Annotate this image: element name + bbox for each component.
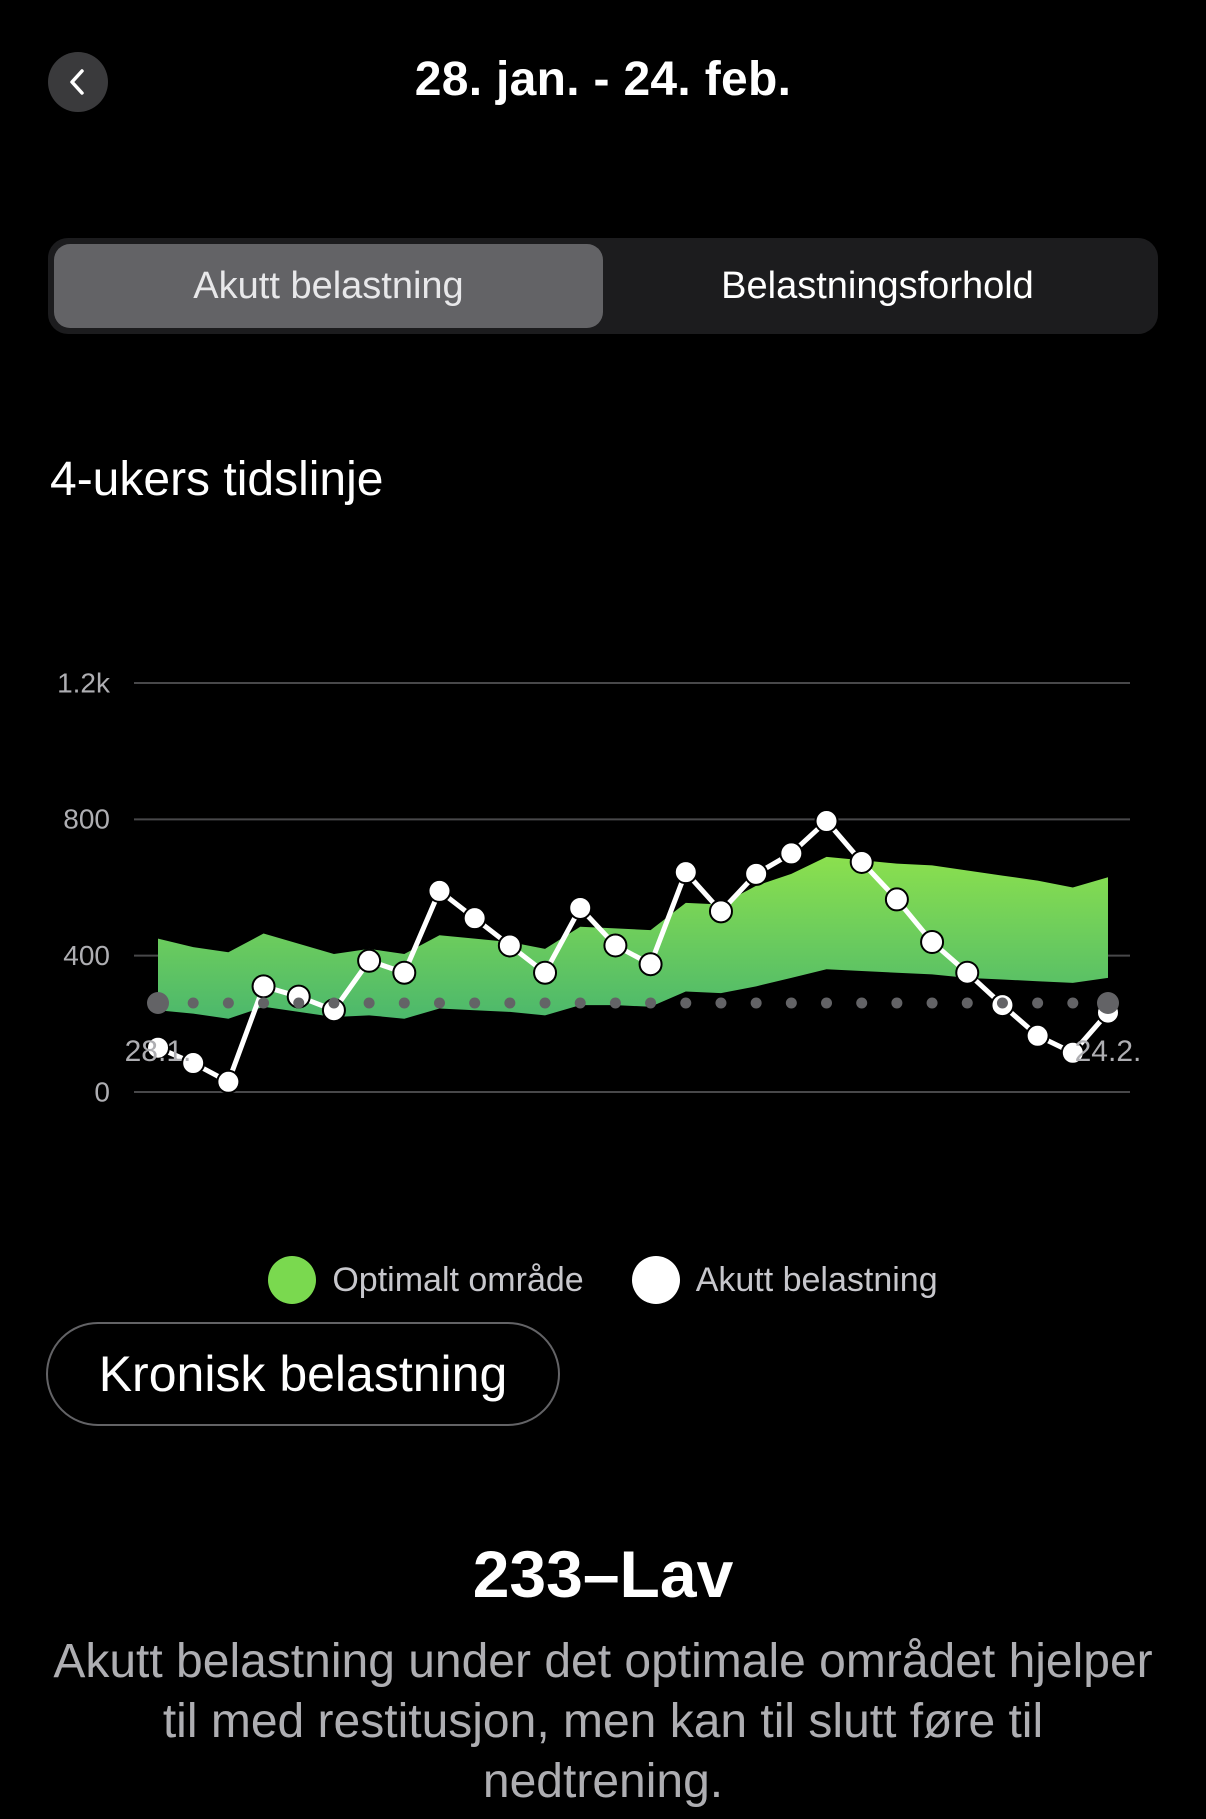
legend-label-optimal: Optimalt område: [332, 1260, 584, 1299]
timeline-day-dot: [222, 997, 234, 1009]
acute-load-point: [568, 895, 593, 920]
y-tick-label: 800: [63, 804, 110, 835]
timeline-day-dot: [504, 997, 516, 1009]
acute-load-point: [920, 930, 945, 955]
back-button[interactable]: [48, 52, 108, 112]
acute-load-line: [157, 818, 1110, 1085]
acute-load-point: [462, 906, 487, 931]
timeline-day-dot: [645, 997, 657, 1009]
legend-item-optimal: Optimalt område: [268, 1256, 584, 1304]
timeline-day-dot: [609, 997, 621, 1009]
acute-load-point: [533, 960, 558, 985]
tab-akutt-belastning[interactable]: Akutt belastning: [54, 244, 603, 328]
acute-load-chart: 1.2k 800 400 0 28.1. 24.2.: [57, 667, 1142, 1107]
segmented-control: Akutt belastning Belastningsforhold: [48, 238, 1158, 334]
timeline-day-dot: [856, 997, 868, 1009]
timeline-day-dot: [926, 997, 938, 1009]
y-tick-label: 1.2k: [57, 667, 111, 698]
timeline-day-dot: [891, 997, 903, 1009]
acute-load-point: [1025, 1023, 1050, 1048]
y-tick-label: 0: [94, 1076, 110, 1107]
acute-load-point: [884, 887, 909, 912]
acute-load-point: [603, 933, 628, 958]
legend-label-acute: Akutt belastning: [695, 1260, 938, 1299]
acute-load-point: [392, 960, 417, 985]
acute-load-point: [497, 933, 522, 958]
timeline-day-dot: [433, 997, 445, 1009]
chronic-load-button[interactable]: Kronisk belastning: [46, 1322, 560, 1426]
timeline-day-dot: [258, 997, 270, 1009]
timeline-day-dot: [398, 997, 410, 1009]
timeline-day-dot: [187, 997, 199, 1009]
legend-swatch-optimal: [268, 1256, 317, 1304]
acute-load-point: [427, 878, 452, 903]
timeline-day-dot: [996, 997, 1008, 1009]
chevron-left-icon: [70, 69, 84, 95]
acute-load-point: [744, 861, 769, 886]
timeline-day-dot: [293, 997, 305, 1009]
timeline-day-dot: [363, 997, 375, 1009]
timeline-day-dot: [680, 997, 692, 1009]
acute-load-point: [216, 1069, 241, 1094]
acute-load-point: [357, 948, 382, 973]
acute-load-point: [181, 1051, 206, 1076]
timeline-day-dot: [961, 997, 973, 1009]
timeline-day-dot: [1067, 997, 1079, 1009]
acute-load-point: [638, 952, 663, 977]
acute-load-point: [673, 860, 698, 885]
acute-load-point: [251, 974, 276, 999]
result-value: 233–Lav: [472, 1537, 734, 1611]
timeline-day-dot: [328, 997, 340, 1009]
timeline-day-dot: [1032, 997, 1044, 1009]
timeline-day-dot: [574, 997, 586, 1009]
page-title: 28. jan. - 24. feb.: [414, 53, 792, 106]
acute-load-point: [849, 849, 874, 874]
timeline-endpoint-dot: [147, 992, 169, 1014]
acute-load-point: [814, 809, 839, 834]
legend-item-acute: Akutt belastning: [631, 1256, 938, 1304]
x-end-label: 24.2.: [1075, 1035, 1142, 1068]
timeline-day-dot: [750, 997, 762, 1009]
timeline-day-dot: [715, 997, 727, 1009]
section-title: 4-ukers tidslinje: [50, 453, 384, 506]
x-start-label: 28.1.: [125, 1035, 192, 1068]
header: 28. jan. - 24. feb.: [0, 0, 1206, 170]
y-tick-label: 400: [63, 940, 110, 971]
legend-swatch-acute: [631, 1256, 680, 1304]
acute-load-point: [955, 960, 980, 985]
timeline-day-dot: [539, 997, 551, 1009]
tab-belastningsforhold[interactable]: Belastningsforhold: [721, 264, 1034, 307]
acute-load-point: [1060, 1040, 1085, 1065]
acute-load-point: [779, 841, 804, 866]
chart-legend: Optimalt område Akutt belastning: [0, 1256, 1206, 1304]
timeline-endpoint-dot: [1097, 992, 1119, 1014]
acute-load-point: [146, 1035, 170, 1060]
timeline-day-dot: [469, 997, 481, 1009]
acute-load-point: [708, 899, 733, 924]
result-description: Akutt belastning under det optimale områ…: [53, 1635, 1153, 1808]
timeline-day-dot: [785, 997, 797, 1009]
timeline-day-dot: [821, 997, 833, 1009]
